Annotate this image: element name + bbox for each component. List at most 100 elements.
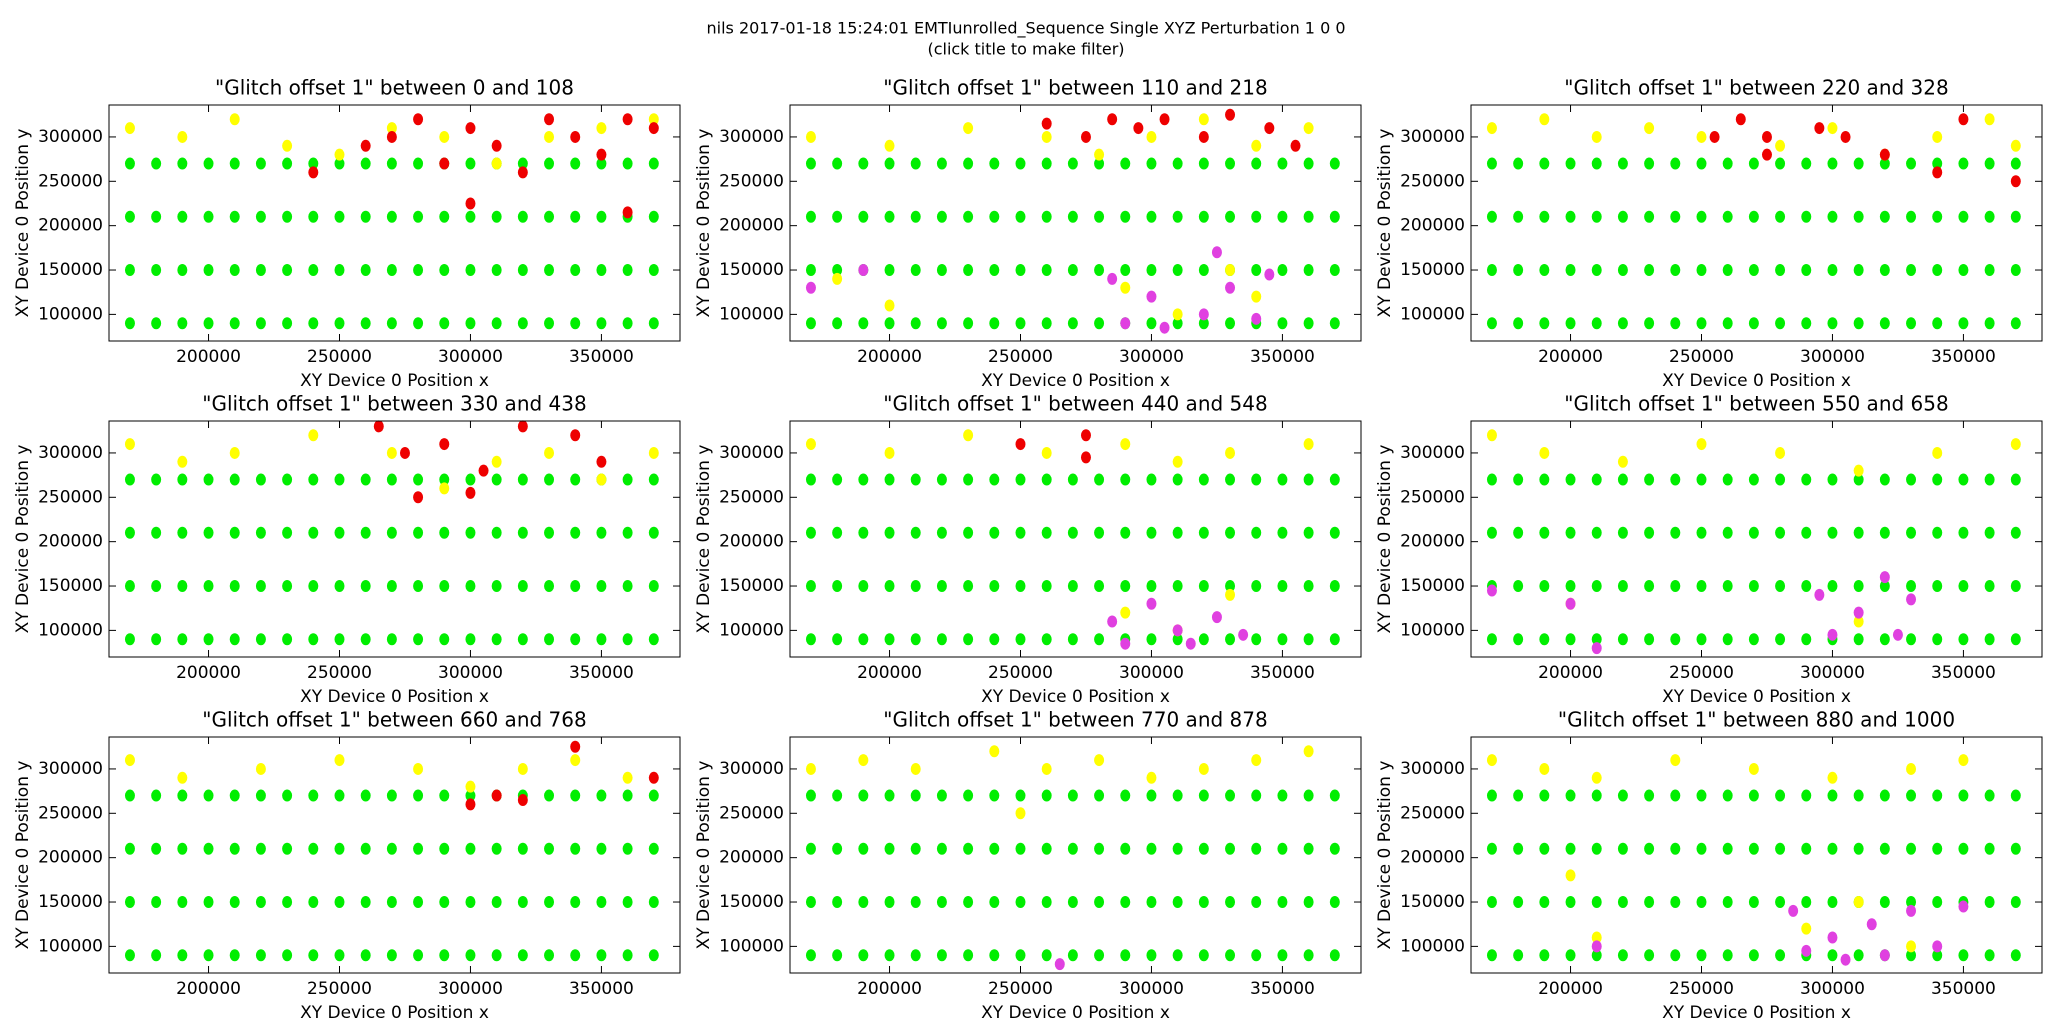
- point: [1120, 210, 1131, 223]
- point: [1670, 526, 1681, 539]
- point: [832, 842, 843, 855]
- point: [1984, 473, 1995, 486]
- point: [308, 264, 319, 277]
- y-tick-label: 250000: [38, 171, 103, 191]
- x-axis-label: XY Device 0 Position x: [300, 687, 489, 707]
- point: [1329, 580, 1340, 593]
- point: [1617, 789, 1628, 802]
- point: [1591, 130, 1602, 143]
- point: [1722, 210, 1733, 223]
- point: [2010, 175, 2021, 188]
- point: [517, 473, 528, 486]
- point: [805, 842, 816, 855]
- point: [936, 633, 947, 646]
- chart-title[interactable]: "Glitch offset 1" between 880 and 1000: [1558, 708, 1955, 732]
- point: [910, 842, 921, 855]
- point: [1565, 633, 1576, 646]
- point: [858, 210, 869, 223]
- point: [1486, 754, 1497, 767]
- y-tick-label: 300000: [1400, 127, 1465, 147]
- point: [1539, 526, 1550, 539]
- chart-title[interactable]: "Glitch offset 1" between 220 and 328: [1564, 76, 1948, 100]
- point: [1329, 210, 1340, 223]
- chart-title[interactable]: "Glitch offset 1" between 660 and 768: [202, 708, 586, 732]
- point: [1932, 157, 1943, 170]
- point: [1670, 842, 1681, 855]
- point: [1198, 113, 1209, 126]
- point: [1565, 473, 1576, 486]
- x-tick-label: 350000: [1931, 663, 1996, 683]
- point: [1827, 580, 1838, 593]
- point: [832, 633, 843, 646]
- point: [936, 473, 947, 486]
- point: [1853, 526, 1864, 539]
- point: [1617, 157, 1628, 170]
- point: [1094, 317, 1105, 330]
- point: [1120, 317, 1131, 330]
- point: [439, 210, 450, 223]
- point: [805, 473, 816, 486]
- point: [1853, 157, 1864, 170]
- x-tick-label: 300000: [1800, 663, 1865, 683]
- chart-title[interactable]: "Glitch offset 1" between 110 and 218: [883, 76, 1267, 100]
- point: [1617, 633, 1628, 646]
- point: [465, 264, 476, 277]
- point: [1644, 264, 1655, 277]
- point: [648, 580, 659, 593]
- point: [989, 317, 1000, 330]
- point: [648, 446, 659, 459]
- point: [1644, 317, 1655, 330]
- point: [1041, 526, 1052, 539]
- y-tick-label: 200000: [1400, 848, 1465, 868]
- chart-title[interactable]: "Glitch offset 1" between 550 and 658: [1564, 392, 1948, 416]
- point: [989, 789, 1000, 802]
- point: [1146, 949, 1157, 962]
- point: [1670, 210, 1681, 223]
- point: [910, 317, 921, 330]
- point: [255, 949, 266, 962]
- point: [884, 264, 895, 277]
- y-tick-label: 150000: [719, 576, 784, 596]
- point: [1984, 789, 1995, 802]
- point: [596, 157, 607, 170]
- point: [1984, 317, 1995, 330]
- point: [936, 842, 947, 855]
- point: [1277, 896, 1288, 909]
- point: [151, 580, 162, 593]
- point: [544, 526, 555, 539]
- point: [1225, 157, 1236, 170]
- point: [1932, 317, 1943, 330]
- point: [151, 633, 162, 646]
- point: [124, 633, 135, 646]
- point: [884, 526, 895, 539]
- chart-title[interactable]: "Glitch offset 1" between 440 and 548: [883, 392, 1267, 416]
- point: [1775, 157, 1786, 170]
- point: [203, 526, 214, 539]
- point: [517, 317, 528, 330]
- point: [1251, 949, 1262, 962]
- point: [308, 842, 319, 855]
- chart-title[interactable]: "Glitch offset 1" between 330 and 438: [202, 392, 586, 416]
- point: [439, 157, 450, 170]
- point: [124, 473, 135, 486]
- point: [1486, 157, 1497, 170]
- point: [1303, 264, 1314, 277]
- point: [1198, 896, 1209, 909]
- point: [517, 633, 528, 646]
- chart-title[interactable]: "Glitch offset 1" between 0 and 108: [215, 76, 574, 100]
- x-tick-label: 350000: [569, 663, 634, 683]
- point: [1932, 130, 1943, 143]
- point: [334, 157, 345, 170]
- point: [282, 317, 293, 330]
- point: [1067, 789, 1078, 802]
- point: [282, 580, 293, 593]
- point: [596, 317, 607, 330]
- chart-title[interactable]: "Glitch offset 1" between 770 and 878: [883, 708, 1267, 732]
- point: [884, 949, 895, 962]
- figure-title: nils 2017-01-18 15:24:01 EMTIunrolled_Se…: [706, 19, 1345, 39]
- point: [1251, 526, 1262, 539]
- point: [884, 896, 895, 909]
- point: [360, 580, 371, 593]
- point: [2010, 473, 2021, 486]
- point: [1015, 842, 1026, 855]
